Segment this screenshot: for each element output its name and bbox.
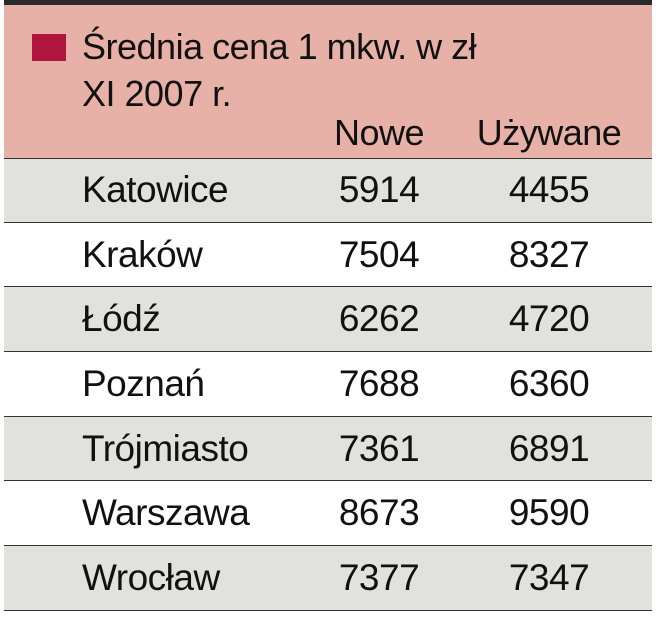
table-row: Kraków 7504 8327: [4, 222, 652, 288]
table-row: Wrocław 7377 7347: [4, 546, 652, 611]
table-title: Średnia cena 1 mkw. w zł: [82, 26, 477, 67]
row-label: Warszawa: [82, 492, 250, 534]
table-header: Średnia cena 1 mkw. w zł XI 2007 r. Nowe…: [4, 5, 652, 158]
row-label: Trójmiasto: [82, 427, 249, 469]
cell-nowe: 6262: [338, 298, 420, 340]
cell-nowe: 5914: [338, 169, 420, 211]
table-row: Warszawa 8673 9590: [4, 481, 652, 547]
column-header-uzywane: Używane: [476, 112, 622, 153]
column-header-nowe: Nowe: [333, 112, 425, 153]
cell-uzywane: 8327: [508, 233, 590, 275]
table-row: Łódź 6262 4720: [4, 287, 652, 353]
table-row: Poznań 7688 6360: [4, 352, 652, 417]
row-label: Katowice: [82, 169, 229, 211]
cell-uzywane: 4455: [508, 169, 590, 211]
legend-swatch: [32, 34, 66, 61]
price-table: Średnia cena 1 mkw. w zł XI 2007 r. Nowe…: [4, 0, 652, 611]
row-label: Poznań: [82, 362, 205, 404]
cell-uzywane: 9590: [508, 492, 590, 534]
top-rule: [4, 0, 652, 5]
row-label: Wrocław: [82, 556, 220, 598]
cell-nowe: 7377: [338, 556, 420, 598]
cell-uzywane: 6360: [508, 362, 590, 404]
table-subtitle: XI 2007 r.: [82, 73, 232, 114]
cell-uzywane: 4720: [508, 298, 590, 340]
table-body: Katowice 5914 4455 Kraków 7504 8327 Łódź…: [4, 158, 652, 611]
row-label: Kraków: [82, 233, 203, 275]
table-row: Katowice 5914 4455: [4, 158, 652, 223]
cell-nowe: 8673: [338, 492, 420, 534]
table-row: Trójmiasto 7361 6891: [4, 416, 652, 482]
row-label: Łódź: [82, 298, 161, 340]
cell-nowe: 7361: [338, 427, 420, 469]
cell-uzywane: 6891: [508, 427, 590, 469]
cell-uzywane: 7347: [508, 556, 590, 598]
cell-nowe: 7504: [338, 233, 420, 275]
cell-nowe: 7688: [338, 362, 420, 404]
